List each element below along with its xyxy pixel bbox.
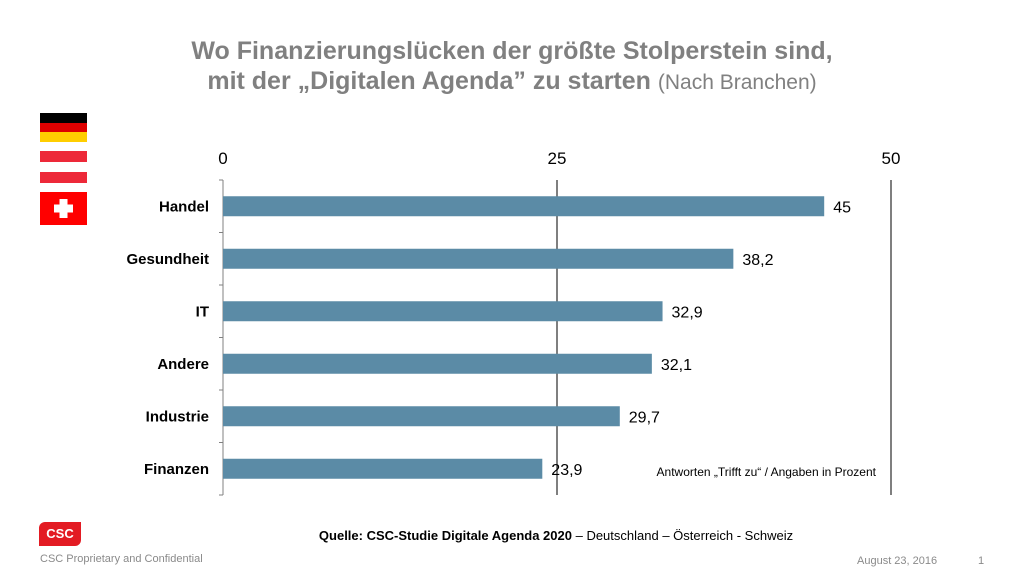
germany-flag: [40, 113, 87, 142]
value-label: 32,1: [661, 357, 692, 374]
category-label: IT: [196, 303, 209, 320]
category-label: Gesundheit: [126, 251, 209, 268]
slide-title: Wo Finanzierungslücken der größte Stolpe…: [0, 36, 1024, 98]
category-label: Finanzen: [144, 461, 209, 478]
chart-annotation: Antworten „Trifft zu“ / Angaben in Proze…: [657, 465, 877, 479]
csc-logo: CSC: [39, 522, 81, 546]
value-label: 32,9: [672, 304, 703, 321]
x-tick-label: 25: [548, 149, 567, 168]
x-tick-label: 50: [882, 149, 901, 168]
bar-finanzen: [223, 458, 543, 479]
value-label: 45: [833, 199, 851, 216]
page-number: 1: [978, 555, 985, 567]
title-line-2: mit der „Digitalen Agenda” zu starten (N…: [0, 66, 1024, 98]
bar-handel: [223, 196, 825, 217]
bar-andere: [223, 353, 652, 374]
bar-industrie: [223, 406, 620, 427]
category-label: Industrie: [146, 408, 209, 425]
source-note: Quelle: CSC-Studie Digitale Agenda 2020 …: [0, 528, 1024, 543]
swiss-cross-icon: [54, 199, 73, 218]
title-suffix: (Nach Branchen): [657, 71, 817, 94]
category-label: Handel: [159, 198, 209, 215]
value-label: 23,9: [551, 462, 582, 479]
title-line-1: Wo Finanzierungslücken der größte Stolpe…: [191, 37, 833, 65]
footer-confidential: CSC Proprietary and Confidential: [40, 553, 203, 565]
footer-date: August 23, 2016: [857, 555, 938, 567]
category-label: Andere: [157, 356, 209, 373]
bar-it: [223, 301, 663, 322]
source-bold: Quelle: CSC-Studie Digitale Agenda 2020: [318, 528, 572, 543]
source-rest: – Deutschland – Österreich - Schweiz: [571, 528, 794, 543]
x-tick-label: 0: [218, 149, 227, 168]
value-label: 29,7: [629, 409, 660, 426]
title-line-2-main: mit der „Digitalen Agenda” zu starten: [207, 67, 651, 95]
austria-flag: [40, 151, 87, 183]
switzerland-flag: [40, 192, 87, 225]
value-label: 38,2: [742, 252, 773, 269]
bar-gesundheit: [223, 248, 734, 269]
